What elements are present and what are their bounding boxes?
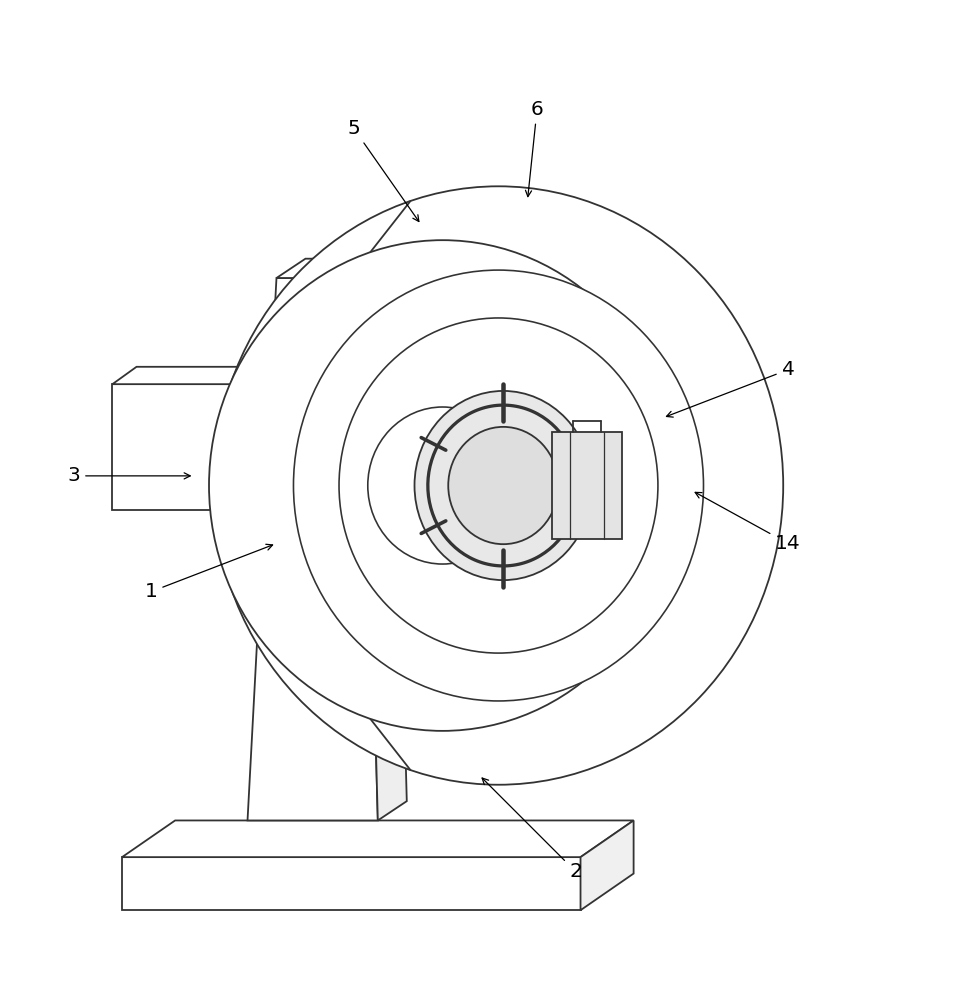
- Text: 2: 2: [482, 778, 582, 881]
- Ellipse shape: [448, 427, 559, 544]
- Polygon shape: [122, 820, 634, 857]
- Polygon shape: [581, 820, 634, 910]
- Bar: [112, 384, 256, 510]
- Ellipse shape: [414, 391, 592, 580]
- Text: 3: 3: [68, 466, 191, 485]
- Text: 4: 4: [666, 360, 795, 417]
- Ellipse shape: [214, 186, 783, 785]
- Text: 14: 14: [695, 492, 801, 553]
- Polygon shape: [248, 278, 378, 820]
- Ellipse shape: [293, 270, 704, 701]
- Polygon shape: [363, 259, 407, 820]
- Ellipse shape: [368, 407, 517, 564]
- Ellipse shape: [209, 240, 676, 731]
- Polygon shape: [256, 367, 280, 510]
- Text: 1: 1: [144, 544, 273, 601]
- Ellipse shape: [339, 318, 658, 653]
- Bar: [552, 432, 621, 539]
- Text: 6: 6: [526, 100, 543, 197]
- Text: 5: 5: [348, 119, 419, 221]
- Polygon shape: [112, 367, 280, 384]
- Polygon shape: [277, 259, 392, 278]
- Polygon shape: [122, 857, 581, 910]
